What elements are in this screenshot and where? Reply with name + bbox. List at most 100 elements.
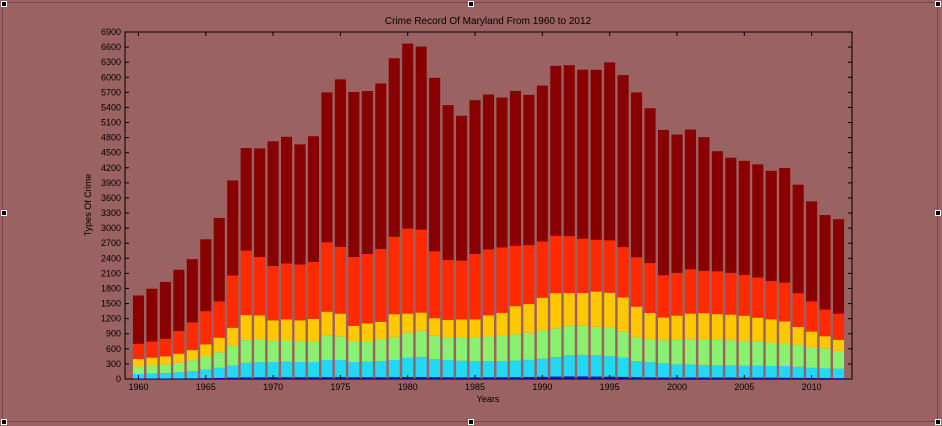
bar-segment xyxy=(725,314,737,341)
bar-segment xyxy=(254,315,266,340)
resize-handle-bottom-center[interactable] xyxy=(468,419,474,425)
bar-segment xyxy=(482,315,495,337)
bar-segment xyxy=(765,170,777,282)
y-tick-label: 3000 xyxy=(101,223,121,233)
bar-segment xyxy=(227,327,239,346)
bar-segment xyxy=(779,321,791,343)
bar-segment xyxy=(725,272,737,315)
bar-segment xyxy=(779,366,791,378)
y-tick-label: 4800 xyxy=(101,133,121,143)
y-tick-label: 4200 xyxy=(101,163,121,173)
bar-segment xyxy=(429,318,441,336)
bar-segment xyxy=(644,339,656,363)
bar-segment xyxy=(833,313,845,340)
bar-segment xyxy=(186,322,198,351)
bar-segment xyxy=(590,239,602,292)
bar-segment xyxy=(334,79,346,247)
bar-segment xyxy=(752,317,764,342)
bar-segment xyxy=(456,338,468,361)
bar-segment xyxy=(429,251,441,319)
bar-segment xyxy=(415,356,427,377)
bar-segment xyxy=(159,364,171,373)
bar-segment xyxy=(684,269,696,314)
y-tick-label: 5400 xyxy=(101,102,121,112)
bar-segment xyxy=(698,313,710,340)
bar-segment xyxy=(442,260,454,320)
bar-segment xyxy=(294,377,306,379)
bar-segment xyxy=(348,377,360,379)
chart-title: Crime Record Of Maryland From 1960 to 20… xyxy=(385,16,592,27)
bar-segment xyxy=(833,378,845,379)
y-tick-label: 1200 xyxy=(101,314,121,324)
bar-segment xyxy=(469,361,481,378)
bar-segment xyxy=(375,83,387,249)
bar-segment xyxy=(577,293,589,326)
bar-segment xyxy=(779,377,791,379)
bar-segment xyxy=(429,335,441,359)
bar-segment xyxy=(146,373,158,379)
bar-segment xyxy=(254,148,266,258)
bar-segment xyxy=(509,360,521,378)
bar-segment xyxy=(563,65,575,237)
bar-segment xyxy=(577,69,589,239)
bar-segment xyxy=(307,377,320,379)
bar-segment xyxy=(415,330,427,357)
resize-handle-middle-left[interactable] xyxy=(1,210,7,216)
bar-segment xyxy=(442,319,454,338)
bar-segment xyxy=(550,65,562,236)
bar-segment xyxy=(550,376,562,379)
bar-segment xyxy=(321,335,333,360)
bar-segment xyxy=(738,275,750,316)
bar-segment xyxy=(819,215,831,310)
bar-segment xyxy=(159,378,171,379)
bar-segment xyxy=(186,378,198,379)
resize-handle-middle-right[interactable] xyxy=(935,210,941,216)
bar-segment xyxy=(146,357,158,366)
y-tick-label: 1500 xyxy=(101,299,121,309)
bar-segment xyxy=(779,167,791,283)
resize-handle-bottom-left[interactable] xyxy=(1,419,7,425)
bar-segment xyxy=(213,367,225,378)
bar-segment xyxy=(281,136,293,264)
bar-segment xyxy=(482,94,495,250)
resize-handle-bottom-right[interactable] xyxy=(935,419,941,425)
bar-segment xyxy=(833,368,845,379)
bar-segment xyxy=(698,270,710,314)
bar-segment xyxy=(806,201,818,302)
bar-segment xyxy=(617,357,629,377)
resize-handle-top-left[interactable] xyxy=(1,1,7,7)
bar-segment xyxy=(213,377,225,379)
bar-segment xyxy=(240,315,252,341)
bar-segment xyxy=(213,301,225,338)
bar-segment xyxy=(738,340,750,366)
bar-segment xyxy=(779,282,791,322)
y-tick-label: 5100 xyxy=(101,118,121,128)
bar-segment xyxy=(415,376,427,379)
resize-handle-top-center[interactable] xyxy=(468,1,474,7)
bar-segment xyxy=(550,328,562,357)
bar-segment xyxy=(294,320,306,342)
bar-segment xyxy=(294,144,306,265)
bar-segment xyxy=(684,377,696,379)
bar-segment xyxy=(550,235,562,294)
bar-segment xyxy=(146,288,158,342)
bar-segment xyxy=(213,337,225,353)
bar-segment xyxy=(146,341,158,358)
y-tick-label: 2400 xyxy=(101,253,121,263)
resize-handle-top-right[interactable] xyxy=(935,1,941,7)
bar-segment xyxy=(577,325,589,355)
bar-segment xyxy=(711,365,723,378)
bar-segment xyxy=(725,365,737,378)
bar-segment xyxy=(509,377,521,379)
y-tick-label: 4500 xyxy=(101,148,121,158)
bar-segment xyxy=(429,358,441,378)
bar-segment xyxy=(321,92,333,243)
bar-segment xyxy=(307,362,320,378)
bar-segment xyxy=(671,272,683,316)
bar-segment xyxy=(281,361,293,378)
bar-series-group xyxy=(132,43,845,379)
bar-segment xyxy=(159,372,171,379)
bar-segment xyxy=(684,338,696,365)
bar-segment xyxy=(334,336,346,360)
bar-segment xyxy=(375,339,387,362)
